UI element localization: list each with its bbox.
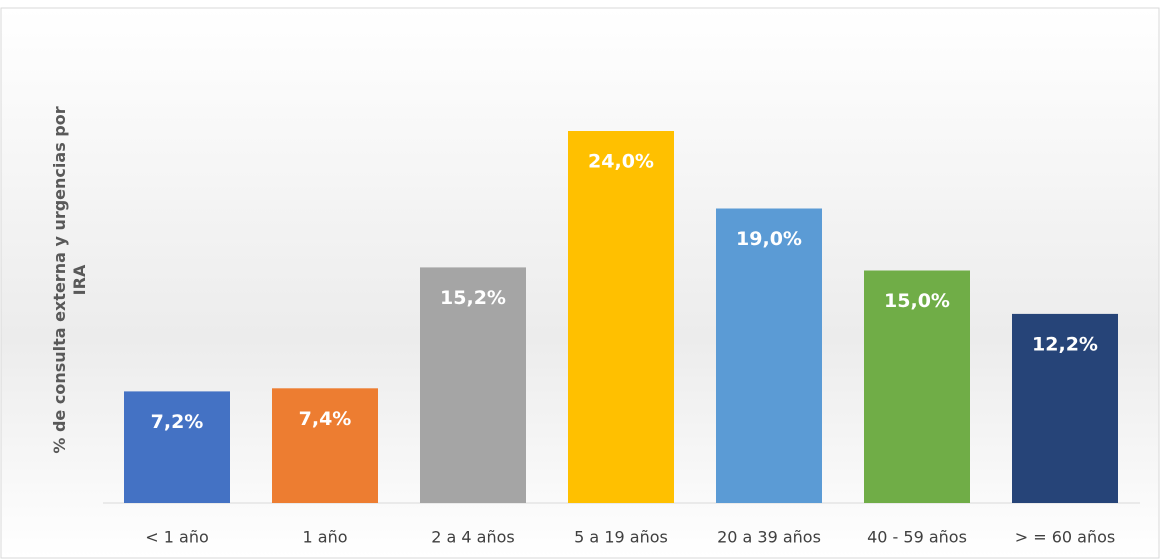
bar: [716, 208, 822, 503]
x-tick-label: 5 a 19 años: [574, 528, 668, 547]
data-label: 24,0%: [588, 151, 654, 173]
data-label: 7,4%: [299, 408, 352, 430]
bar: [568, 131, 674, 503]
y-axis-label: % de consulta externa y urgencias por IR…: [50, 106, 89, 454]
bar: [1012, 313, 1118, 503]
x-tick-label: 1 año: [303, 528, 348, 547]
x-tick-label: 40 - 59 años: [867, 528, 967, 547]
x-tick-label: < 1 año: [145, 528, 209, 547]
bar: [864, 270, 970, 503]
bar: [272, 388, 378, 503]
data-label: 12,2%: [1032, 333, 1098, 355]
bar: [420, 267, 526, 503]
data-label: 7,2%: [151, 411, 204, 433]
data-label: 15,0%: [884, 290, 950, 312]
bar: [124, 391, 230, 503]
data-label: 19,0%: [736, 228, 802, 250]
x-tick-label: 20 a 39 años: [717, 528, 821, 547]
x-tick-label: > = 60 años: [1015, 528, 1116, 547]
x-tick-label: 2 a 4 años: [431, 528, 515, 547]
data-label: 15,2%: [440, 287, 506, 309]
